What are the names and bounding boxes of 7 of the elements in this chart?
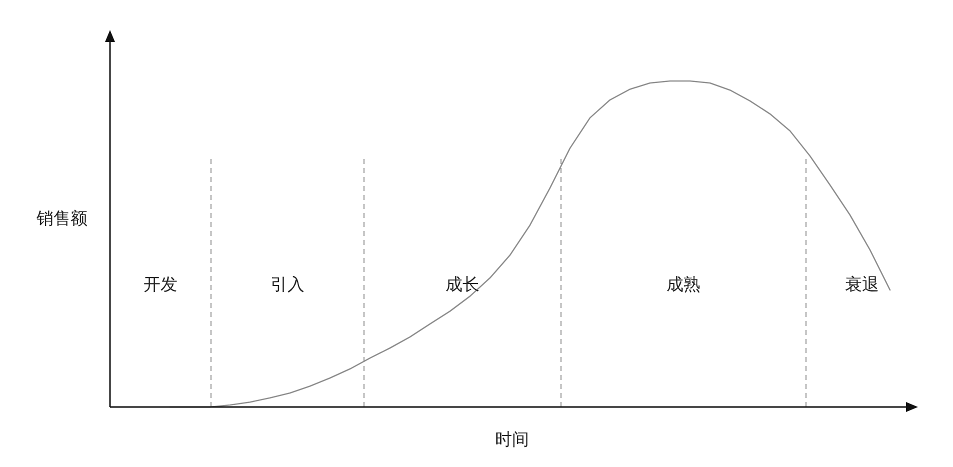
- annotation: 成长: [446, 275, 480, 295]
- annotation: 衰退: [845, 275, 879, 295]
- x-axis-title: 时间: [495, 430, 529, 450]
- annotation: 成熟: [666, 275, 700, 295]
- annotation: 开发: [144, 275, 178, 295]
- y-axis-title: 销售额: [36, 209, 88, 229]
- annotation: 引入: [270, 275, 304, 295]
